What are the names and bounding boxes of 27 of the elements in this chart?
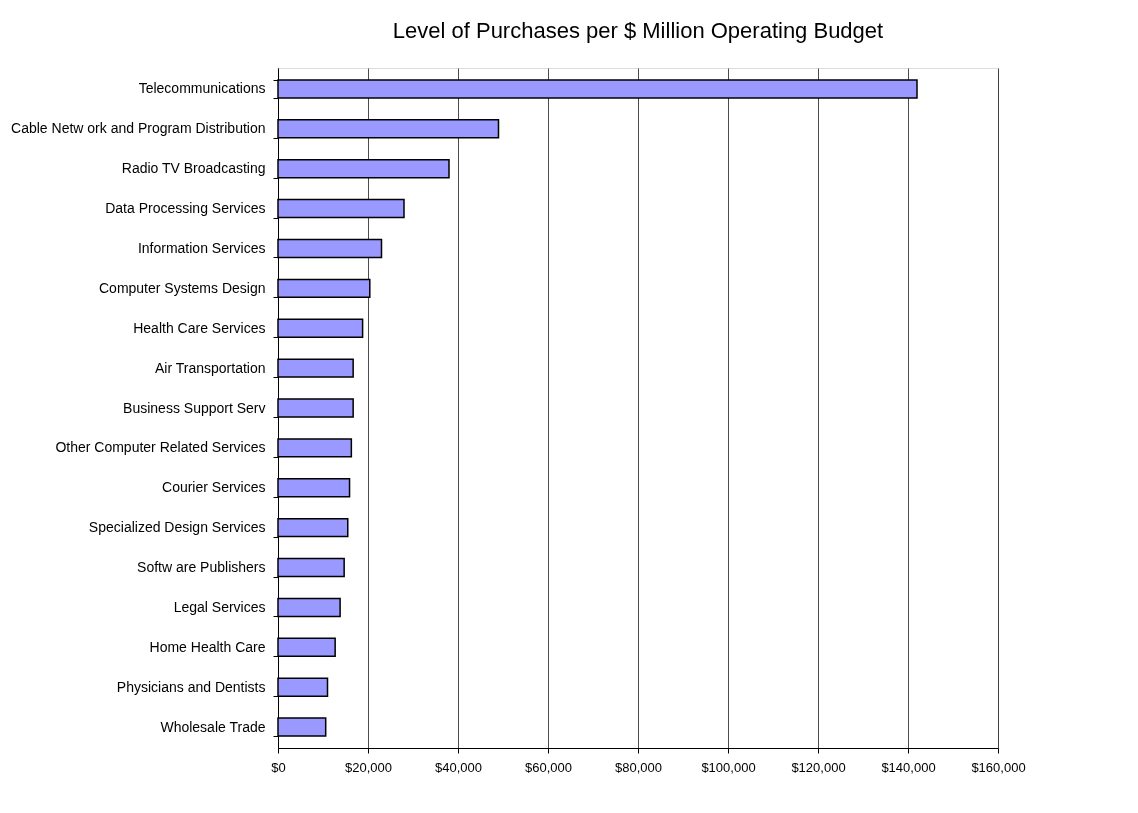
x-tick-label: $60,000 — [525, 759, 572, 775]
y-tick-label: Home Health Care — [149, 638, 266, 655]
y-tick-label: Business Support Serv — [123, 399, 266, 416]
y-tick-label: Radio TV Broadcasting — [121, 160, 266, 177]
x-tick-label: $120,000 — [791, 759, 846, 775]
chart-title: Level of Purchases per $ Million Operating Budget — [392, 18, 884, 43]
x-tick-label: $140,000 — [881, 759, 936, 775]
y-tick-label: Air Transportation — [155, 359, 266, 376]
y-tick-label: Data Processing Services — [105, 200, 266, 217]
y-tick-label: Computer Systems Design — [98, 279, 266, 296]
x-tick-label: $40,000 — [435, 759, 482, 775]
y-tick-label: Other Computer Related Services — [55, 439, 266, 456]
y-tick-label: Softw are Publishers — [137, 559, 266, 576]
y-tick-label: Physicians and Dentists — [116, 678, 266, 695]
x-tick-label: $80,000 — [615, 759, 662, 775]
x-tick-label: $20,000 — [345, 759, 392, 775]
x-tick-label: $0 — [271, 759, 286, 775]
y-tick-label: Legal Services — [173, 598, 266, 615]
y-tick-label: Wholesale Trade — [160, 718, 266, 735]
y-tick-label: Telecommunications — [138, 80, 266, 97]
y-tick-label: Health Care Services — [133, 319, 266, 336]
y-tick-label: Information Services — [137, 239, 266, 256]
y-tick-label: Cable Netw ork and Program Distribution — [11, 120, 266, 137]
y-tick-label: Courier Services — [162, 479, 266, 496]
x-tick-label: $160,000 — [971, 759, 1026, 775]
x-tick-label: $100,000 — [701, 759, 756, 775]
y-tick-label: Specialized Design Services — [88, 519, 266, 536]
